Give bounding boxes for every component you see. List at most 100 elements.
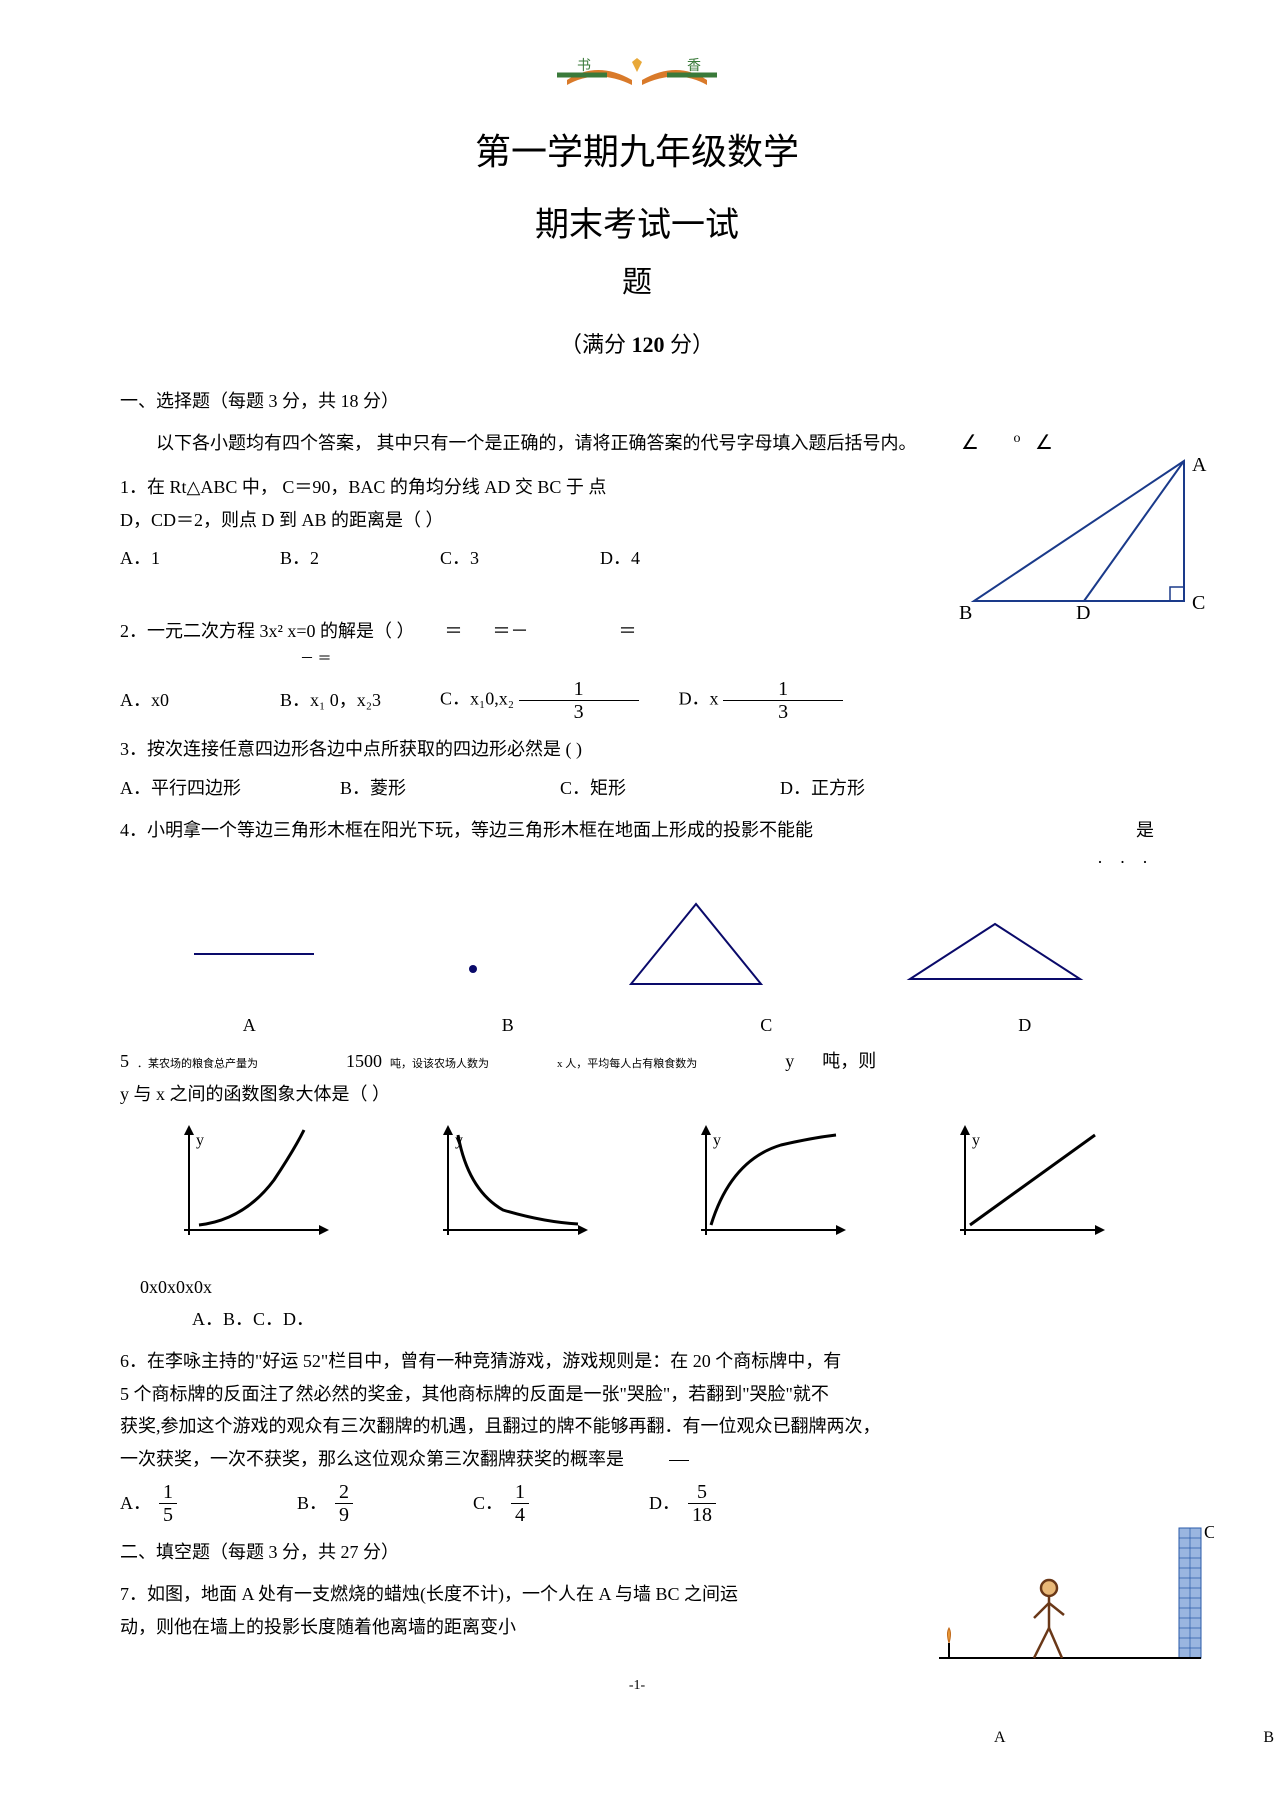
q2-opt-c-pre: C．x₁0,x₂ bbox=[440, 689, 514, 709]
frac-num: 1 bbox=[511, 1481, 529, 1504]
frac-num: 5 bbox=[688, 1481, 716, 1504]
q4-shape-b bbox=[453, 919, 493, 999]
q6-opt-a: A． 15 bbox=[120, 1481, 177, 1526]
svg-text:y: y bbox=[196, 1132, 204, 1149]
q5-graph-b: y bbox=[423, 1120, 593, 1260]
q5-graphs: y y y bbox=[120, 1120, 1154, 1260]
q1-opt-a: A．1 bbox=[120, 542, 240, 574]
q4-text: 4．小明拿一个等边三角形木框在阳光下玩，等边三角形木框在地面上形成的投影不能能 bbox=[120, 814, 813, 846]
question-7: 7．如图，地面 A 处有一支燃烧的蜡烛(长度不计)，一个人在 A 与墙 BC 之… bbox=[120, 1578, 1154, 1643]
svg-text:y: y bbox=[972, 1132, 980, 1149]
q4-dots: · · · bbox=[120, 846, 1154, 878]
q6-l4-wrap: 一次获奖，一次不获奖，那么这位观众第三次翻牌获奖的概率是 bbox=[120, 1443, 1154, 1475]
svg-text:C: C bbox=[1204, 1523, 1214, 1542]
q6-opt-b: B． 29 bbox=[297, 1481, 353, 1526]
question-4: 4．小明拿一个等边三角形木框在阳光下玩，等边三角形木框在地面上形成的投影不能能 … bbox=[120, 814, 1154, 999]
q5-tiny2: 吨，设该农场人数为 bbox=[390, 1055, 489, 1075]
q7-label-a: A bbox=[994, 1724, 1006, 1753]
title-line-1: 第一学期九年级数学 bbox=[120, 120, 1154, 185]
q4-shape-c bbox=[621, 899, 771, 999]
q4-label-b: B bbox=[379, 1009, 638, 1041]
q2-opt-d-frac: 1 3 bbox=[723, 678, 843, 723]
q5-y: y bbox=[785, 1045, 794, 1077]
q3-opt-c: C．矩形 bbox=[560, 772, 740, 804]
degree-icon: o bbox=[1013, 431, 1020, 446]
q5-graph-c: y bbox=[681, 1120, 851, 1260]
frac-num: 2 bbox=[335, 1481, 353, 1504]
frac-den: 5 bbox=[159, 1504, 177, 1526]
q4-label-a: A bbox=[120, 1009, 379, 1041]
q2-opt-c-frac: 1 3 bbox=[519, 678, 639, 723]
title-line-3: 题 bbox=[120, 256, 1154, 310]
question-5: A B C D 5 ．某农场的粮食总产量为 1500 吨，设该农场人数为 x 人… bbox=[120, 1009, 1154, 1335]
q4-trail: 是 bbox=[1136, 814, 1154, 846]
header-logo: 书 香 bbox=[120, 50, 1154, 100]
frac-num: 1 bbox=[519, 678, 639, 701]
intro-text: 以下各小题均有四个答案， 其中只有一个是正确的，请将正确答案的代号字母填入题后括… bbox=[156, 433, 917, 453]
question-6: 6．在李咏主持的"好运 52"栏目中，曾有一种竞猜游戏，游戏规则是：在 20 个… bbox=[120, 1345, 1154, 1526]
q5-val: 1500 bbox=[346, 1045, 382, 1077]
q2-opt-a: A．x0 bbox=[120, 684, 240, 716]
q2-opt-d-pre: D．x bbox=[679, 689, 719, 709]
q6-l2: 5 个商标牌的反面注了然必然的奖金，其他商标牌的反面是一张"哭脸"，若翻到"哭脸… bbox=[120, 1378, 1154, 1410]
opt-label: C． bbox=[473, 1487, 503, 1519]
frac-num: 1 bbox=[159, 1481, 177, 1504]
blank-underline-icon bbox=[669, 1460, 689, 1461]
q1-opt-b: B．2 bbox=[280, 542, 400, 574]
q3-text: 3．按次连接任意四边形各边中点所获取的四边形必然是 ( ) bbox=[120, 733, 1154, 765]
q5-num: 5 bbox=[120, 1045, 129, 1077]
svg-text:书: 书 bbox=[577, 58, 591, 74]
question-3: 3．按次连接任意四边形各边中点所获取的四边形必然是 ( ) A．平行四边形 B．… bbox=[120, 733, 1154, 804]
q2-eq2: ＝－ bbox=[493, 615, 529, 647]
q2-opt-d: D．x 1 3 bbox=[679, 678, 844, 723]
q2-eq3: ＝ bbox=[619, 615, 637, 647]
q5-graph-d: y bbox=[940, 1120, 1110, 1260]
q6-options: A． 15 B． 29 C． 14 D． 518 bbox=[120, 1481, 1154, 1526]
q1-opt-c: C．3 bbox=[440, 542, 560, 574]
q5-graph-a: y bbox=[164, 1120, 334, 1260]
svg-text:A: A bbox=[1192, 454, 1207, 476]
q5-header: 5 ．某农场的粮食总产量为 1500 吨，设该农场人数为 x 人，平均每人占有粮… bbox=[120, 1045, 1154, 1077]
q6-l4: 一次获奖，一次不获奖，那么这位观众第三次翻牌获奖的概率是 bbox=[120, 1449, 624, 1469]
q4-label-d: D bbox=[896, 1009, 1155, 1041]
q6-l3: 获奖,参加这个游戏的观众有三次翻牌的机遇，且翻过的牌不能够再翻．有一位观众已翻牌… bbox=[120, 1410, 1154, 1442]
q5-tiny1: ．某农场的粮食总产量为 bbox=[137, 1055, 258, 1075]
opt-label: A． bbox=[120, 1487, 151, 1519]
title-line-2: 期末考试一试 bbox=[120, 195, 1154, 256]
q4-shape-a bbox=[184, 919, 324, 999]
svg-text:y: y bbox=[713, 1132, 721, 1149]
svg-text:香: 香 bbox=[687, 58, 701, 74]
q4-shape-d bbox=[900, 919, 1090, 999]
q7-bottom-labels: A B bbox=[994, 1724, 1274, 1753]
section-1-header: 一、选择题（每题 3 分，共 18 分） bbox=[120, 385, 1154, 417]
q3-opt-d: D．正方形 bbox=[780, 772, 960, 804]
frac-den: 3 bbox=[519, 701, 639, 723]
q2-opt-b: B．x₁ 0，x₂3 bbox=[280, 684, 400, 716]
q5-xlabels: 0x0x0x0x bbox=[140, 1271, 1154, 1303]
score-value: 120 bbox=[632, 332, 665, 357]
frac-den: 3 bbox=[723, 701, 843, 723]
q5-tiny3: x 人，平均每人占有粮食数为 bbox=[557, 1055, 697, 1075]
score-prefix: （满分 bbox=[560, 332, 632, 357]
q3-opt-b: B．菱形 bbox=[340, 772, 520, 804]
full-score: （满分 120 分） bbox=[120, 325, 1154, 365]
question-2: 2．一元二次方程 3x² x=0 的解是（ ） ＝ ＝－ ＝ － ＝ A．x0 … bbox=[120, 615, 1154, 724]
frac-den: 9 bbox=[335, 1504, 353, 1526]
q2-opt-c: C．x₁0,x₂ 1 3 bbox=[440, 678, 639, 723]
book-logo-icon: 书 香 bbox=[547, 50, 727, 90]
svg-text:C: C bbox=[1192, 592, 1205, 614]
q2-sub-eq: － ＝ bbox=[300, 647, 1154, 672]
q3-options: A．平行四边形 B．菱形 C．矩形 D．正方形 bbox=[120, 772, 1154, 804]
score-suffix: 分） bbox=[665, 332, 715, 357]
q5-line2: y 与 x 之间的函数图象大体是（ ） bbox=[120, 1078, 1154, 1110]
q1-opt-d: D．4 bbox=[600, 542, 720, 574]
q3-opt-a: A．平行四边形 bbox=[120, 772, 300, 804]
q2-eq1: ＝ bbox=[445, 615, 463, 647]
opt-label: D． bbox=[649, 1487, 680, 1519]
q2-options: A．x0 B．x₁ 0，x₂3 C．x₁0,x₂ 1 3 D．x 1 3 bbox=[120, 678, 1154, 723]
question-1: 1．在 Rt△ABC 中， C＝90，BAC 的角均分线 AD 交 BC 于 点… bbox=[120, 471, 1154, 574]
q2-text: 2．一元二次方程 3x² x=0 的解是（ ） bbox=[120, 615, 415, 647]
q7-label-b: B bbox=[1263, 1724, 1274, 1753]
frac-num: 1 bbox=[723, 678, 843, 701]
frac-den: 18 bbox=[688, 1504, 716, 1526]
